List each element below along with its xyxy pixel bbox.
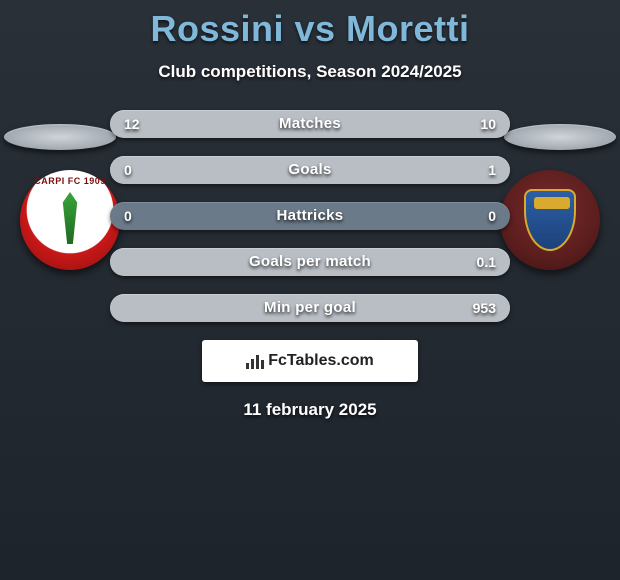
page-title: Rossini vs Moretti <box>0 0 620 50</box>
subtitle: Club competitions, Season 2024/2025 <box>0 62 620 82</box>
stat-row: Hattricks0 0 <box>110 202 510 230</box>
stat-label: Min per goal <box>110 294 510 322</box>
stat-label: Matches <box>110 110 510 138</box>
stat-row: Min per goal953 <box>110 294 510 322</box>
stats-comparison: Matches1210Goals01Hattricks00Goals per m… <box>0 110 620 322</box>
stat-value-right: 1 <box>488 156 496 184</box>
stat-row: Goals per match0.1 <box>110 248 510 276</box>
stat-value-left: 0 <box>124 202 132 230</box>
stat-value-right: 10 <box>480 110 496 138</box>
stat-label: Hattricks <box>110 202 510 230</box>
stat-row: Goals0 1 <box>110 156 510 184</box>
stat-value-right: 0.1 <box>477 248 496 276</box>
stat-value-left: 0 <box>124 156 132 184</box>
brand-box: FcTables.com <box>202 340 418 382</box>
date-label: 11 february 2025 <box>0 400 620 420</box>
stat-label: Goals <box>110 156 510 184</box>
stat-value-left: 12 <box>124 110 140 138</box>
stat-label: Goals per match <box>110 248 510 276</box>
brand-label: FcTables.com <box>268 352 374 370</box>
stat-value-right: 0 <box>488 202 496 230</box>
bar-chart-icon <box>246 353 264 369</box>
stat-row: Matches12 10 <box>110 110 510 138</box>
stat-value-right: 953 <box>473 294 496 322</box>
